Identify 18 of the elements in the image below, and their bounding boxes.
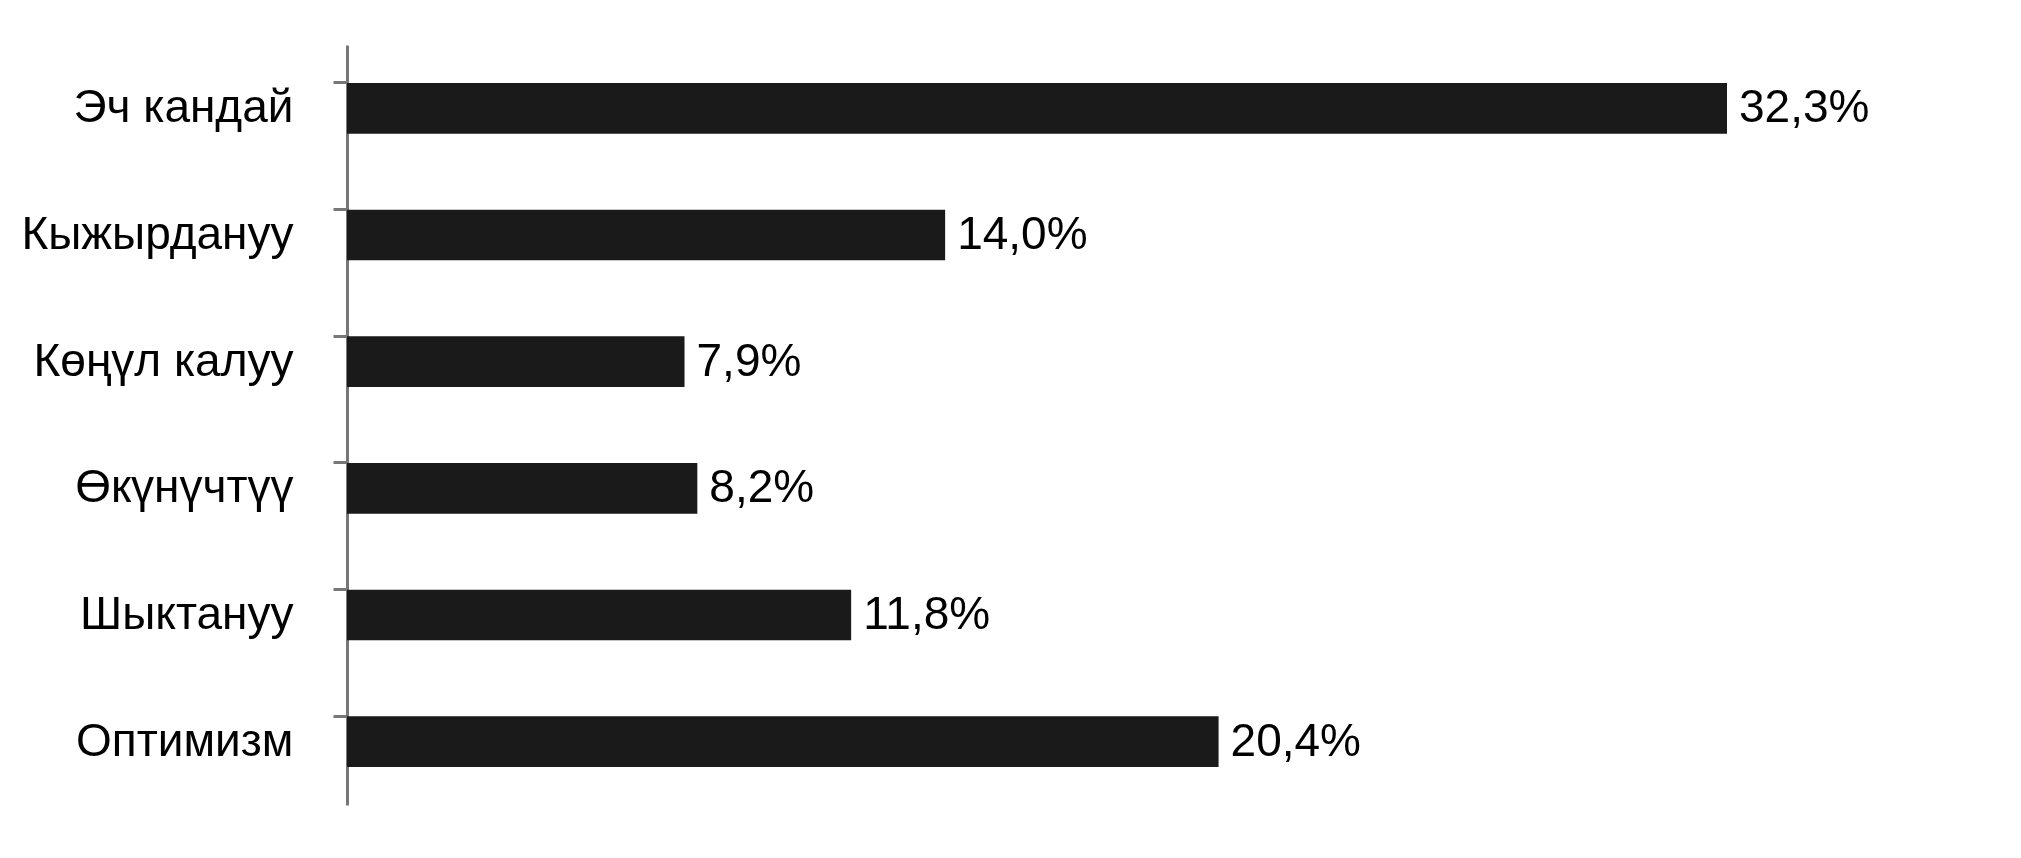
- bar: [347, 209, 946, 261]
- y-tick-label: Өкүнүчтүү: [75, 460, 294, 513]
- bar: [347, 589, 852, 641]
- bar: [347, 336, 685, 387]
- bar: [347, 716, 1219, 767]
- data-label: 11,8%: [863, 587, 991, 639]
- bar: [347, 463, 698, 514]
- data-label: 8,2%: [709, 460, 815, 513]
- y-tick-label: Оптимизм: [76, 713, 294, 766]
- bar: [347, 83, 1727, 134]
- data-label: 14,0%: [957, 207, 1088, 259]
- y-tick-label: Шыктануу: [80, 587, 294, 639]
- data-label: 7,9%: [696, 333, 802, 386]
- y-tick-label: Кыжырдануу: [21, 207, 294, 259]
- y-tick-label: Көңүл калуу: [33, 333, 294, 386]
- y-tick-label: Эч кандай: [73, 80, 294, 133]
- data-label: 32,3%: [1739, 80, 1870, 133]
- data-label: 20,4%: [1230, 713, 1362, 766]
